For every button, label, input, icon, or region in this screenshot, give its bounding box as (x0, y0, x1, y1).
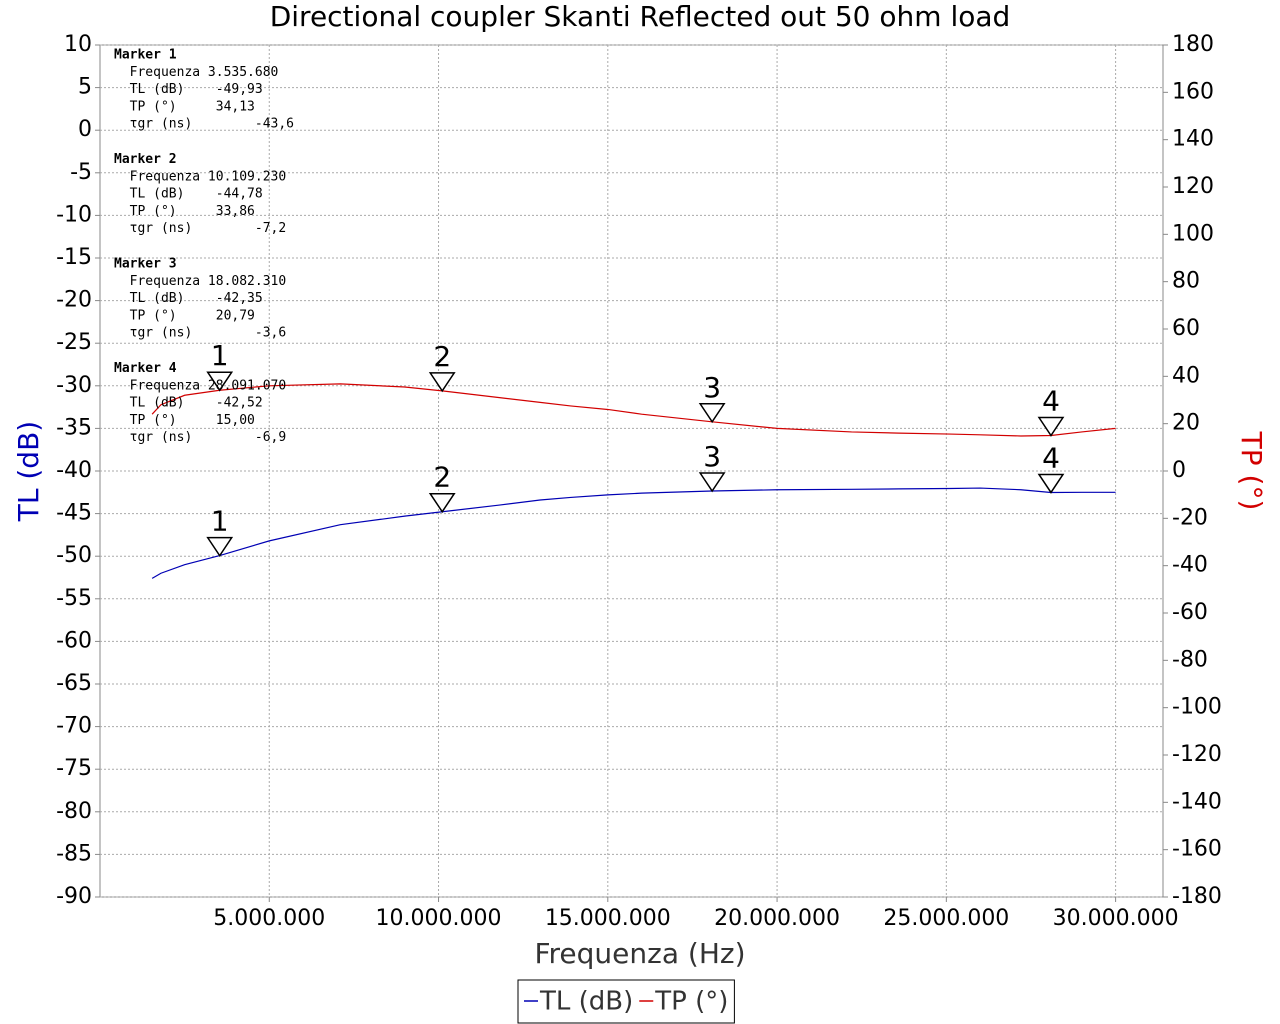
marker-triangle (698, 472, 726, 493)
chart-title: Directional coupler Skanti Reflected out… (270, 0, 1011, 33)
x-tick-label: 5.000.000 (213, 906, 325, 931)
marker-label: 3 (703, 371, 721, 404)
y-tick-label: -90 (56, 884, 92, 909)
y-tick-label: -15 (56, 245, 92, 270)
y-axis-label: TL (dB) (12, 421, 45, 522)
y-tick-label: -25 (56, 330, 92, 355)
marker-box-title: Marker 4 (114, 361, 177, 376)
y2-tick-label: -100 (1172, 695, 1222, 720)
marker-box-line: TP (°) 20,79 (114, 308, 255, 323)
marker-box-line: TP (°) 34,13 (114, 99, 255, 114)
y-tick-label: -45 (56, 501, 92, 526)
y2-tick-label: -180 (1172, 884, 1222, 909)
marker-triangle (428, 492, 456, 514)
marker-box-line: TL (dB) -42,35 (114, 291, 263, 306)
marker-triangle (698, 403, 726, 424)
data-line (151, 383, 1116, 437)
y2-tick-label: 20 (1172, 411, 1200, 436)
y-tick-label: -30 (56, 373, 92, 398)
y-tick-label: -50 (56, 543, 92, 568)
legend: TL (dB) TP (°) (517, 979, 735, 1024)
y-tick-label: -40 (56, 458, 92, 483)
y-tick-label: -35 (56, 415, 92, 440)
y2-tick-label: -140 (1172, 789, 1222, 814)
y2-tick-label: -160 (1172, 837, 1222, 862)
y2-tick-label: 0 (1172, 458, 1186, 483)
y2-tick-label: 180 (1172, 32, 1214, 57)
marker-box-line: TP (°) 15,00 (114, 413, 255, 428)
y-tick-label: -75 (56, 756, 92, 781)
y2-tick-label: 60 (1172, 316, 1200, 341)
legend-label: TL (dB) (539, 987, 633, 1017)
marker-label: 1 (211, 505, 229, 538)
marker-box-line: τgr (ns) -43,6 (114, 117, 294, 132)
y-tick-label: -55 (56, 586, 92, 611)
x-tick-label: 20.000.000 (714, 906, 840, 931)
marker-box-line: Frequenza 3.535.680 (114, 65, 278, 80)
y-tick-label: -70 (56, 714, 92, 739)
marker-label: 2 (433, 461, 451, 494)
marker-box-line: TL (dB) -49,93 (114, 82, 263, 97)
marker-box-line: τgr (ns) -3,6 (114, 326, 286, 341)
marker-box-line: Frequenza 28.091.070 (114, 378, 286, 393)
marker-box-line: TP (°) 33,86 (114, 204, 255, 219)
data-line (151, 487, 1116, 579)
marker-box-title: Marker 2 (114, 152, 177, 167)
y-tick-label: -65 (56, 671, 92, 696)
x-tick-label: 10.000.000 (376, 906, 502, 931)
legend-label: TP (°) (654, 987, 728, 1017)
y2-tick-label: -20 (1172, 505, 1208, 530)
marker-label: 2 (433, 340, 451, 373)
x-tick-label: 25.000.000 (883, 906, 1009, 931)
y-tick-label: 0 (78, 117, 92, 142)
marker-box-title: Marker 3 (114, 257, 177, 272)
y2-tick-label: 40 (1172, 363, 1200, 388)
y2-tick-label: -40 (1172, 553, 1208, 578)
y-tick-label: 5 (78, 75, 92, 100)
marker-box-line: TL (dB) -42,52 (114, 396, 263, 411)
y2-tick-label: -120 (1172, 742, 1222, 767)
y-tick-label: -85 (56, 841, 92, 866)
marker-label: 1 (211, 339, 229, 372)
y2-tick-label: 80 (1172, 269, 1200, 294)
legend-box (517, 979, 735, 1024)
y-tick-label: -5 (70, 160, 92, 185)
y-tick-label: -80 (56, 799, 92, 824)
marker-label: 4 (1042, 385, 1060, 418)
y2-tick-label: 160 (1172, 79, 1214, 104)
marker-box-line: TL (dB) -44,78 (114, 187, 263, 202)
marker-box-title: Marker 1 (114, 48, 177, 63)
y-tick-label: -20 (56, 288, 92, 313)
y2-tick-label: 140 (1172, 127, 1214, 152)
x-tick-label: 15.000.000 (545, 906, 671, 931)
marker-box-line: τgr (ns) -7,2 (114, 221, 286, 236)
y2-tick-label: 120 (1172, 174, 1214, 199)
marker-box-line: Frequenza 18.082.310 (114, 274, 286, 289)
marker-triangle (1037, 416, 1065, 437)
marker-triangle (428, 372, 456, 393)
marker-label: 4 (1042, 441, 1060, 474)
y2-axis-label: TP (°) (1235, 431, 1268, 511)
y-tick-label: -60 (56, 628, 92, 653)
marker-box-line: τgr (ns) -6,9 (114, 430, 286, 445)
marker-box-line: Frequenza 10.109.230 (114, 169, 286, 184)
y2-tick-label: -80 (1172, 647, 1208, 672)
x-tick-label: 30.000.000 (1053, 906, 1179, 931)
y2-tick-label: -60 (1172, 600, 1208, 625)
x-axis-label: Frequenza (Hz) (534, 937, 745, 970)
y-tick-label: 10 (64, 32, 92, 57)
marker-label: 3 (703, 440, 721, 473)
marker-triangle (206, 371, 234, 392)
y2-tick-label: 100 (1172, 221, 1214, 246)
y-tick-label: -10 (56, 202, 92, 227)
marker-triangle (206, 536, 234, 557)
marker-triangle (1037, 473, 1065, 494)
